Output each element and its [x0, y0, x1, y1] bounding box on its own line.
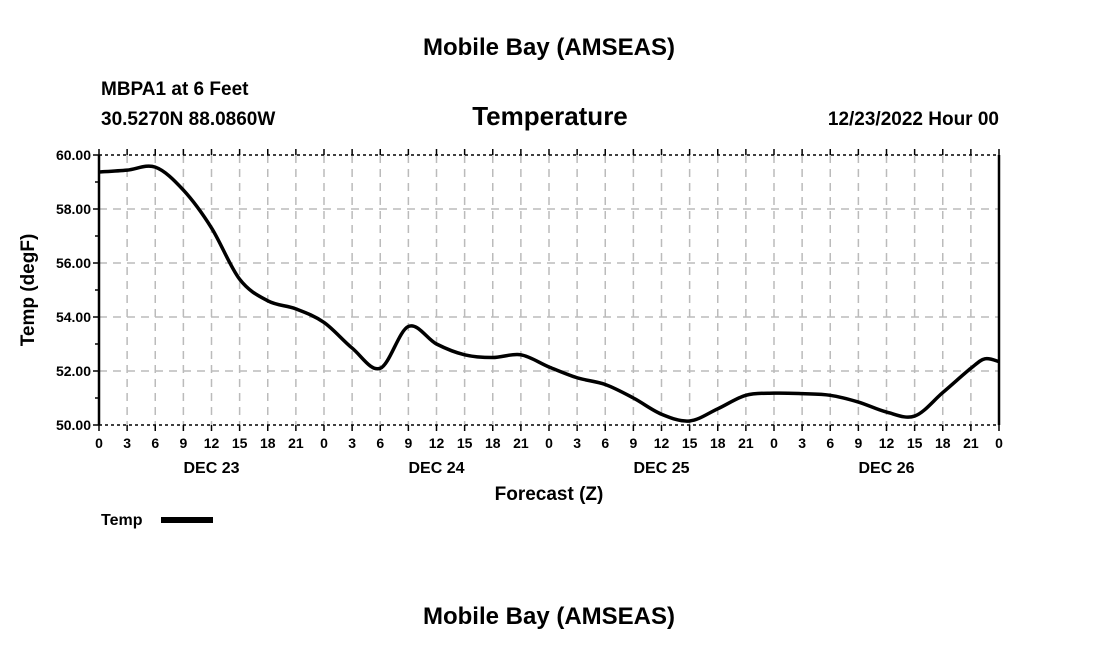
x-tick-label: 12	[429, 435, 445, 451]
chart-subtitle: Temperature	[472, 101, 628, 131]
x-tick-label: 6	[376, 435, 384, 451]
chart-title: Mobile Bay (AMSEAS)	[423, 34, 675, 61]
x-tick-label: 12	[879, 435, 895, 451]
x-tick-label: 18	[935, 435, 951, 451]
legend-swatch	[161, 517, 213, 523]
y-tick-label: 56.00	[56, 255, 91, 271]
x-tick-label: 12	[204, 435, 220, 451]
day-label: DEC 24	[408, 460, 464, 477]
x-tick-label: 9	[404, 435, 412, 451]
x-tick-label: 9	[179, 435, 187, 451]
axes: 0 3 6 9 12 15 18 21 0 3 6 9 12 15 18 21 0 3 6 9 12 15 18 21 0 3 6 9…	[56, 147, 1003, 477]
x-tick-label: 0	[545, 435, 553, 451]
y-tick-label: 54.00	[56, 309, 91, 325]
location-label: 30.5270N 88.0860W	[101, 109, 275, 130]
x-tick-label: 18	[710, 435, 726, 451]
x-tick-label: 15	[457, 435, 473, 451]
y-axis-label: Temp (degF)	[18, 234, 39, 347]
day-label: DEC 26	[858, 460, 914, 477]
temp-series-line	[98, 164, 1000, 423]
x-tick-label: 0	[95, 435, 103, 451]
x-tick-label: 3	[348, 435, 356, 451]
day-label: DEC 25	[633, 460, 689, 477]
x-tick-label: 18	[485, 435, 501, 451]
x-tick-label: 9	[854, 435, 862, 451]
y-tick-label: 60.00	[56, 147, 91, 163]
x-tick-label: 15	[907, 435, 923, 451]
x-tick-label: 15	[682, 435, 698, 451]
y-tick-label: 50.00	[56, 417, 91, 433]
x-tick-label: 9	[629, 435, 637, 451]
day-label: DEC 23	[183, 460, 239, 477]
y-tick-label: 52.00	[56, 363, 91, 379]
x-tick-label: 12	[654, 435, 670, 451]
y-tick-label: 58.00	[56, 201, 91, 217]
x-tick-label: 6	[151, 435, 159, 451]
x-tick-label: 3	[573, 435, 581, 451]
grid	[99, 155, 999, 425]
run-label: 12/23/2022 Hour 00	[828, 109, 999, 130]
x-axis-label: Forecast (Z)	[495, 484, 604, 505]
x-tick-label: 21	[738, 435, 754, 451]
x-tick-label: 18	[260, 435, 276, 451]
station-label: MBPA1 at 6 Feet	[101, 79, 249, 100]
x-tick-label: 6	[826, 435, 834, 451]
x-tick-label: 3	[123, 435, 131, 451]
legend-label: Temp	[101, 512, 143, 529]
x-tick-label: 15	[232, 435, 248, 451]
x-tick-label: 0	[320, 435, 328, 451]
x-tick-label: 21	[288, 435, 304, 451]
footer-title: Mobile Bay (AMSEAS)	[423, 603, 675, 630]
x-tick-label: 21	[963, 435, 979, 451]
x-tick-label: 0	[770, 435, 778, 451]
x-tick-label: 21	[513, 435, 529, 451]
x-tick-label: 3	[798, 435, 806, 451]
x-tick-label: 0	[995, 435, 1003, 451]
x-tick-label: 6	[601, 435, 609, 451]
